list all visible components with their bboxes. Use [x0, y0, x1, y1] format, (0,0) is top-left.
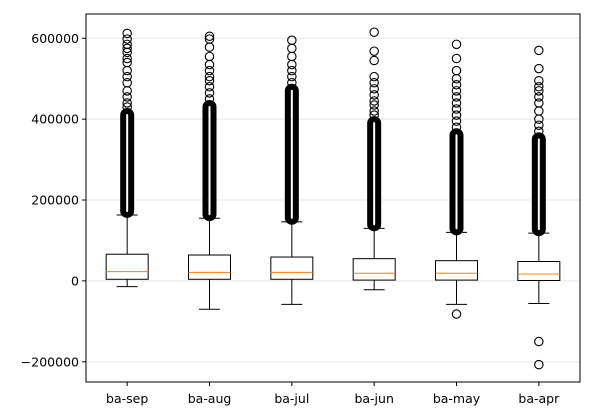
- outlier-point: [451, 86, 462, 96]
- box: [270, 256, 314, 280]
- outlier-point: [204, 82, 215, 92]
- outlier-point: [204, 94, 215, 104]
- y-tick-label: 600000: [31, 31, 79, 46]
- y-tick-label: 200000: [31, 193, 79, 208]
- outlier-point: [122, 77, 132, 88]
- x-tick-label: ba-apr: [518, 391, 560, 406]
- outlier-point: [369, 90, 379, 100]
- outlier-point: [204, 42, 215, 52]
- outlier-point: [204, 51, 215, 62]
- outlier-point: [122, 34, 132, 44]
- outlier-point: [534, 336, 544, 347]
- outlier-point: [451, 122, 462, 132]
- outlier-point: [451, 104, 462, 114]
- outlier-point: [287, 51, 297, 62]
- outlier-point: [534, 359, 544, 370]
- outlier-point: [369, 55, 379, 66]
- outlier-point: [369, 96, 379, 106]
- outlier-point: [122, 86, 132, 96]
- outlier-point: [122, 98, 132, 108]
- plot-frame: [85, 13, 581, 383]
- outlier-point: [369, 71, 379, 82]
- outlier-point: [122, 102, 132, 112]
- outlier-point: [204, 65, 215, 76]
- box: [188, 254, 231, 280]
- y-tick-label: 0: [71, 273, 79, 288]
- outlier-point: [287, 71, 297, 82]
- outlier-band: [120, 108, 135, 218]
- outlier-point: [451, 53, 462, 64]
- x-tick-label: ba-may: [433, 391, 481, 406]
- grid-lines: [86, 37, 580, 363]
- box: [352, 258, 396, 281]
- outlier-point: [122, 43, 132, 54]
- outlier-point: [122, 28, 132, 39]
- outlier-point: [204, 71, 215, 82]
- outlier-point: [534, 126, 544, 137]
- outlier-point: [534, 106, 544, 116]
- outlier-point: [534, 86, 544, 96]
- x-tick-label: ba-jul: [274, 391, 309, 406]
- outlier-point: [204, 59, 215, 70]
- x-tick-label: ba-sep: [106, 391, 148, 406]
- outlier-point: [369, 27, 379, 37]
- box: [105, 253, 149, 280]
- outlier-point: [534, 92, 544, 102]
- outlier-point: [534, 63, 544, 74]
- outlier-point: [451, 110, 462, 120]
- outlier-point: [534, 120, 544, 130]
- outlier-point: [451, 39, 462, 50]
- outlier-point: [204, 88, 215, 98]
- outlier-point: [204, 34, 215, 44]
- outlier-point: [451, 80, 462, 90]
- outlier-point: [122, 92, 132, 102]
- boxes: [105, 27, 561, 370]
- outlier-point: [287, 59, 297, 70]
- y-tick-label: 400000: [31, 112, 79, 127]
- box: [517, 260, 561, 281]
- outlier-point: [369, 84, 379, 94]
- outlier-band: [449, 128, 464, 236]
- axes: −200000 0 200000 400000 600000 ba-sep ba-aug ba…: [21, 13, 581, 406]
- outlier-point: [287, 43, 297, 54]
- outlier-point: [122, 57, 132, 68]
- outlier-band: [531, 132, 546, 237]
- x-tick-label: ba-jun: [354, 391, 393, 406]
- outlier-point: [287, 65, 297, 76]
- outlier-point: [451, 98, 462, 108]
- outlier-point: [369, 110, 379, 120]
- outlier-point: [369, 77, 379, 88]
- outlier-point: [451, 92, 462, 102]
- outlier-point: [369, 46, 379, 56]
- outlier-point: [204, 75, 215, 86]
- outlier-point: [451, 73, 462, 84]
- outlier-point: [122, 39, 132, 50]
- box: [435, 260, 478, 281]
- outlier-point: [287, 77, 297, 88]
- outlier-band: [202, 99, 217, 222]
- y-tick-label: −200000: [21, 354, 79, 369]
- outlier-band: [367, 116, 382, 232]
- outlier-point: [534, 98, 544, 108]
- outlier-point: [287, 35, 297, 46]
- outlier-band: [284, 83, 299, 225]
- outlier-point: [122, 53, 132, 64]
- outlier-point: [451, 65, 462, 76]
- outlier-point: [122, 71, 132, 82]
- outlier-point: [534, 75, 544, 86]
- x-tick-label: ba-aug: [188, 391, 232, 406]
- outlier-point: [534, 45, 544, 56]
- outlier-point: [369, 100, 379, 110]
- outlier-point: [204, 31, 215, 41]
- outlier-point: [122, 65, 132, 76]
- outlier-point: [451, 116, 462, 126]
- outlier-point: [451, 309, 462, 319]
- outlier-point: [369, 106, 379, 116]
- outlier-point: [534, 82, 544, 92]
